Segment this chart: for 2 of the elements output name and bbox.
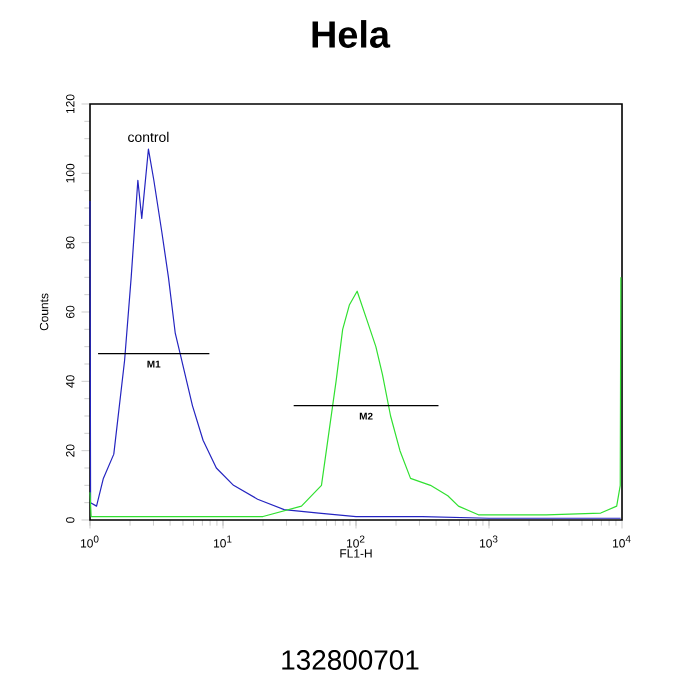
text: 132800701 (282, 650, 419, 670)
chart-title: Hela (312, 20, 391, 48)
